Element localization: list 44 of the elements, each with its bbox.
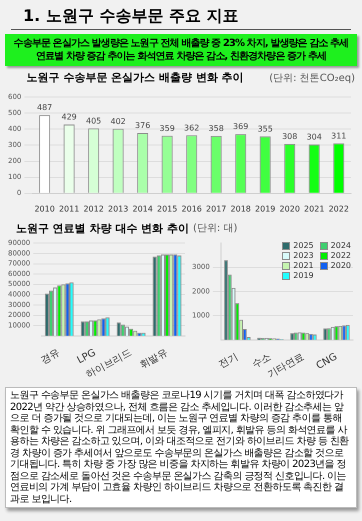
text: 연료별 차량 증감 추이는 화석연료 차량은 감소, 친환경차량은 증가 추세 <box>34 50 328 63</box>
legend-label: 2019 <box>293 271 314 280</box>
text: 수송부문 온실가스 발생량은 노원구 전체 배출량 중 23% 차지, 발생량은 감소 추세 <box>12 37 350 50</box>
data-label: 355 <box>258 124 273 134</box>
chart-title: 노원구 연료별 차량 대수 변화 추이 <box>14 221 189 236</box>
data-label: 376 <box>135 121 150 130</box>
text: 1. 노원구 수송부문 주요 지표 <box>11 2 351 30</box>
x-tick-label: 2013 <box>108 204 128 214</box>
x-tick-label: 2014 <box>132 204 153 214</box>
data-label: 308 <box>282 132 298 141</box>
legend-label: 2023 <box>293 251 314 260</box>
x-tick-label: 2022 <box>328 204 349 214</box>
x-tick-label: 2016 <box>182 204 202 214</box>
legend-label: 2021 <box>293 261 314 270</box>
text: (단위: 대) <box>193 222 238 235</box>
data-label: 402 <box>110 116 126 126</box>
data-label: 429 <box>61 112 77 122</box>
x-tick-label: 2018 <box>230 204 251 214</box>
x-tick-label: 2017 <box>206 204 226 214</box>
text: (단위: 천톤CO₂eq) <box>269 72 355 85</box>
x-tick-label: 2012 <box>83 204 104 214</box>
x-tick-label: 경유 <box>39 347 62 367</box>
data-label: 362 <box>184 123 200 132</box>
x-tick-label: 2019 <box>255 204 276 214</box>
data-label: 304 <box>306 132 322 142</box>
chart-title: 노원구 수송부문 온실가스 배출량 변화 추이 <box>26 70 245 85</box>
x-tick-label: 2011 <box>58 204 80 214</box>
legend-label: 2020 <box>330 261 351 270</box>
x-tick-label: 2021 <box>304 204 324 214</box>
x-tick-label: 2015 <box>156 204 178 214</box>
legend-label: 2025 <box>293 241 314 250</box>
data-label: 369 <box>233 122 248 132</box>
legend-label: 2024 <box>330 241 351 250</box>
data-label: 405 <box>86 116 102 126</box>
data-label: 358 <box>208 124 224 133</box>
x-tick-label: 전기 <box>217 351 240 371</box>
legend-label: 2022 <box>330 251 351 260</box>
data-label: 311 <box>331 132 346 141</box>
x-tick-label: CNG <box>314 351 340 372</box>
text: 노원구 수송부문 온실가스 배출량은 코로나19 시기를 거치며 대폭 감소하였다가 2022년 약간 상승하였으나, 전체 흐름은 감소 추세입니다. 이러한 감소추세는 앞으로 더 증가될 것으로 기대되는데, 이는 노원구 연료별 차량의 증감 추이를 통해 확인할 수 있습니다. 위 그래프에서 보듯 경유, 엘피지, 휘발유 등의 화석연료를 사용하는 차량은 감소하고 있으며, 이와 대조적으로 전기와 하이브리드 차량 등 친환경 차량이 증가 추세여서 앞으로도 수송부문의 온실가스 배출량은 감소할 것으로 기대됩니다. 특히 차량 중 가장 많은 비중을 차지하는 휘발유 차량이 2023년을 정점으로 감소세로 돌아선 것은 수송부문 온실가스 감축의 긍정적 신호입니다. 이는 연료비의 가계 부담이 고효율 차량인 하이브리드 차량으로 전환하도록 촉진한 결과로 보입니다. <box>10 390 349 504</box>
x-tick-label: 2010 <box>34 204 55 214</box>
data-label: 487 <box>36 103 52 112</box>
data-label: 359 <box>160 124 175 133</box>
x-tick-label: 2020 <box>280 204 300 214</box>
